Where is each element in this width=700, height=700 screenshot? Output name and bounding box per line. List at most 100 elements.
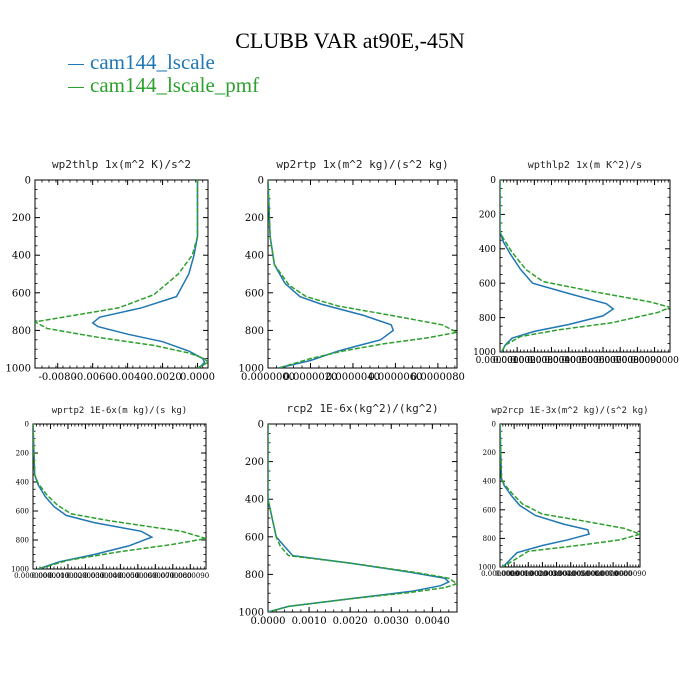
plot-frame [267, 423, 458, 613]
y-tick-label: 1000 [11, 565, 29, 573]
y-tick-label: 600 [479, 279, 496, 289]
y-tick-label: 600 [16, 507, 29, 515]
y-tick-label: 400 [245, 495, 264, 506]
legend-swatch-icon [68, 86, 84, 88]
x-tick-label: 0.0030 [374, 616, 409, 627]
x-tick-label: 0.0000040 [84, 572, 122, 580]
x-tick-label: 0.0000000 [14, 572, 52, 580]
series-line-lscale [268, 424, 451, 612]
panel-4: wprtp2 1E-6x(m kg)/(s kg) 0 200 400 600 800 10… [11, 406, 209, 580]
x-tick-label: 0.0000000 [481, 570, 519, 578]
x-tick-label: 0.0000020 [49, 572, 87, 580]
x-tick-label: 0.0000010 [495, 570, 533, 578]
plot-frame [34, 179, 209, 369]
x-tick-label: 0.0000080 [154, 572, 192, 580]
y-tick-label: 200 [16, 449, 29, 457]
panel-title: wp2rcp 1E-3x(m^2 kg)/(s^2 kg) [491, 406, 648, 416]
series-line-lscale-pmf [268, 180, 457, 368]
x-tick-label: 0.0030000 [527, 356, 576, 366]
series-line-lscale-pmf [268, 424, 457, 612]
x-tick-label: 0.0000070 [136, 572, 174, 580]
y-tick-label: 600 [12, 288, 31, 299]
y-tick-label: 1000 [239, 608, 264, 619]
legend-entry-lscale-pmf: cam144_lscale_pmf [68, 73, 259, 97]
series-line-lscale [500, 424, 591, 567]
y-tick-label: 200 [245, 457, 264, 468]
legend-swatch-icon [68, 63, 84, 65]
x-tick-label: -0.0080 [39, 372, 77, 383]
x-tick-label: 0.0000020 [509, 570, 547, 578]
x-tick-label: 0.0060000 [579, 356, 628, 366]
y-tick-label: 1000 [239, 364, 264, 375]
panel-title: wp2thlp 1x(m^2 K)/s^2 [52, 158, 191, 171]
y-tick-label: 0 [25, 420, 29, 428]
x-tick-label: 0.0040000 [544, 356, 593, 366]
panel-1: wp2thlp 1x(m^2 K)/s^2 0 200 400 600 800 1000 -0… [6, 158, 215, 383]
y-tick-label: 800 [245, 570, 264, 581]
figure-title: CLUBB VAR at90E,-45N [235, 28, 465, 53]
panel-5: rcp2 1E-6x(kg^2)/(kg^2) 0 200 400 600 800 1000… [239, 402, 458, 627]
x-tick-label: 0.0080000 [613, 356, 662, 366]
y-tick-label: 0 [490, 176, 496, 186]
y-tick-label: 600 [245, 532, 264, 543]
y-tick-label: 1000 [473, 348, 496, 358]
series-line-lscale [268, 180, 395, 368]
x-tick-label: 0.0000050 [101, 572, 139, 580]
y-tick-label: 400 [16, 478, 29, 486]
x-tick-label: 0.0000060 [119, 572, 157, 580]
x-tick-label: -0.0040 [108, 372, 146, 383]
y-tick-label: 800 [245, 326, 264, 337]
x-tick-label: 0.0020 [333, 616, 368, 627]
series-line-lscale [33, 424, 154, 569]
x-tick-label: 0.0020000 [510, 356, 559, 366]
y-tick-label: 200 [12, 213, 31, 224]
x-tick-label: 0.0040 [415, 616, 450, 627]
y-tick-label: 800 [483, 535, 496, 543]
y-tick-label: 1000 [6, 364, 31, 375]
y-tick-label: 800 [12, 326, 31, 337]
plot-frame [32, 423, 207, 570]
x-tick-label: 0.0000070 [580, 570, 618, 578]
y-tick-label: 800 [479, 314, 496, 324]
x-tick-label: 0.0000060 [566, 570, 604, 578]
plot-frame [267, 179, 458, 369]
plot-frame [499, 179, 671, 353]
y-tick-label: 200 [245, 213, 264, 224]
y-tick-label: 200 [479, 211, 496, 221]
x-tick-label: 0.0000030 [66, 572, 104, 580]
y-tick-label: 0 [492, 420, 496, 428]
y-tick-label: 600 [245, 288, 264, 299]
x-tick-label: 0.0000030 [523, 570, 561, 578]
y-tick-label: 0 [25, 176, 31, 187]
x-tick-label: 0.0010 [292, 616, 327, 627]
x-tick-label: 0.0000080 [411, 372, 465, 383]
y-tick-label: 400 [483, 478, 496, 486]
x-tick-label: 0.0000060 [368, 372, 422, 383]
x-tick-label: 0.0000090 [171, 572, 209, 580]
x-tick-label: 0.0070000 [596, 356, 645, 366]
y-tick-label: 1000 [478, 563, 496, 571]
y-tick-label: 600 [483, 506, 496, 514]
y-tick-label: 400 [245, 251, 264, 262]
plot-frame [499, 423, 641, 568]
legend-entry-lscale: cam144_lscale [68, 50, 215, 74]
x-tick-label: 0.0090000 [630, 356, 679, 366]
series-line-lscale [91, 180, 206, 368]
x-tick-label: 0.0050000 [562, 356, 611, 366]
y-tick-label: 0 [258, 176, 264, 187]
panel-title: wp2rtp 1x(m^2 kg)/(s^2 kg) [276, 158, 448, 171]
panel-2: wp2rtp 1x(m^2 kg)/(s^2 kg) 0 200 400 600 800 1… [239, 158, 465, 383]
series-line-lscale-pmf [35, 180, 208, 368]
legend-label: cam144_lscale_pmf [90, 73, 260, 97]
x-tick-label: 0.0000050 [552, 570, 590, 578]
x-tick-label: -0.0060 [73, 372, 111, 383]
panel-title: wprtp2 1E-6x(m kg)/(s kg) [52, 406, 187, 416]
y-tick-label: 400 [12, 251, 31, 262]
panel-6: wp2rcp 1E-3x(m^2 kg)/(s^2 kg) 0 200 400 600 8… [478, 406, 648, 578]
y-tick-label: 0 [258, 420, 264, 431]
x-tick-label: 0.0000000 [476, 356, 525, 366]
x-tick-label: 0.0010000 [493, 356, 542, 366]
y-tick-label: 800 [16, 536, 29, 544]
x-tick-label: 0.0000040 [326, 372, 380, 383]
y-tick-label: 200 [483, 449, 496, 457]
